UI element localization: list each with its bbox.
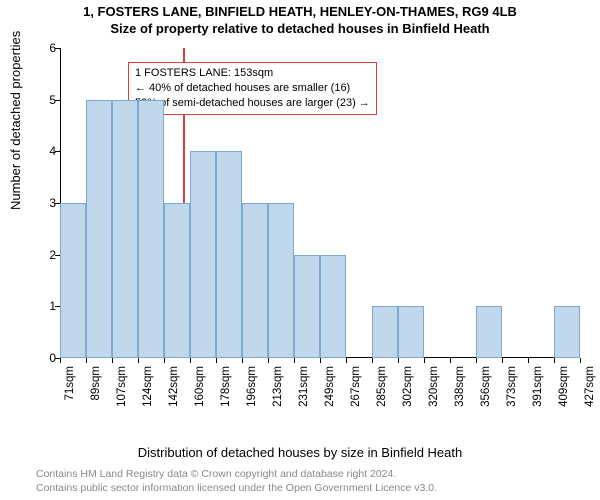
x-tick-label: 196sqm (246, 366, 258, 416)
x-tick-mark (554, 358, 555, 363)
plot-area: 1 FOSTERS LANE: 153sqm ← 40% of detached… (60, 48, 580, 358)
x-tick-mark (320, 358, 321, 363)
x-tick-mark (502, 358, 503, 363)
y-tick-mark (55, 203, 60, 204)
x-tick-mark (268, 358, 269, 363)
x-tick-mark (424, 358, 425, 363)
histogram-bar (476, 306, 501, 358)
annotation-line: ← 40% of detached houses are smaller (16… (135, 81, 370, 96)
attribution-block: Contains HM Land Registry data © Crown c… (36, 467, 437, 496)
x-tick-label: 427sqm (584, 366, 596, 416)
y-axis-label: Number of detached properties (8, 31, 23, 210)
histogram-bar (554, 306, 579, 358)
property-size-chart: 1, FOSTERS LANE, BINFIELD HEATH, HENLEY-… (0, 0, 600, 500)
x-tick-mark (580, 358, 581, 363)
y-tick-mark (55, 306, 60, 307)
x-tick-mark (294, 358, 295, 363)
histogram-bar (164, 203, 189, 358)
histogram-bar (294, 255, 319, 358)
x-tick-label: 356sqm (480, 366, 492, 416)
x-tick-mark (164, 358, 165, 363)
histogram-bar (112, 100, 137, 358)
attribution-line: Contains public sector information licen… (36, 481, 437, 496)
x-tick-label: 267sqm (350, 366, 362, 416)
x-tick-label: 124sqm (142, 366, 154, 416)
annotation-line: 58% of semi-detached houses are larger (… (135, 96, 370, 111)
annotation-box: 1 FOSTERS LANE: 153sqm ← 40% of detached… (128, 62, 377, 115)
histogram-bar (242, 203, 267, 358)
histogram-bar (138, 100, 163, 358)
histogram-bar (86, 100, 111, 358)
x-tick-label: 231sqm (298, 366, 310, 416)
x-tick-mark (450, 358, 451, 363)
attribution-line: Contains HM Land Registry data © Crown c… (36, 467, 437, 482)
histogram-bar (372, 306, 397, 358)
chart-title-block: 1, FOSTERS LANE, BINFIELD HEATH, HENLEY-… (0, 4, 600, 38)
x-tick-label: 71sqm (64, 366, 76, 416)
x-tick-label: 338sqm (454, 366, 466, 416)
x-tick-label: 160sqm (194, 366, 206, 416)
x-tick-label: 285sqm (376, 366, 388, 416)
x-axis-label: Distribution of detached houses by size … (0, 445, 600, 460)
histogram-bar (60, 203, 85, 358)
x-tick-mark (190, 358, 191, 363)
x-tick-mark (86, 358, 87, 363)
x-tick-label: 391sqm (532, 366, 544, 416)
histogram-bar (268, 203, 293, 358)
x-tick-label: 142sqm (168, 366, 180, 416)
x-tick-mark (476, 358, 477, 363)
histogram-bar (320, 255, 345, 358)
y-tick-mark (55, 151, 60, 152)
x-tick-label: 373sqm (506, 366, 518, 416)
x-tick-mark (216, 358, 217, 363)
x-tick-label: 89sqm (90, 366, 102, 416)
x-tick-label: 213sqm (272, 366, 284, 416)
x-tick-mark (138, 358, 139, 363)
annotation-line: 1 FOSTERS LANE: 153sqm (135, 66, 370, 81)
x-tick-mark (372, 358, 373, 363)
x-tick-label: 178sqm (220, 366, 232, 416)
x-tick-label: 249sqm (324, 366, 336, 416)
x-tick-label: 107sqm (116, 366, 128, 416)
x-tick-mark (112, 358, 113, 363)
x-tick-mark (60, 358, 61, 363)
histogram-bar (190, 151, 215, 358)
x-tick-label: 302sqm (402, 366, 414, 416)
x-tick-label: 409sqm (558, 366, 570, 416)
y-tick-mark (55, 48, 60, 49)
x-tick-mark (242, 358, 243, 363)
x-tick-mark (398, 358, 399, 363)
chart-title-line1: 1, FOSTERS LANE, BINFIELD HEATH, HENLEY-… (0, 4, 600, 21)
y-tick-mark (55, 255, 60, 256)
x-tick-mark (346, 358, 347, 363)
x-tick-label: 320sqm (428, 366, 440, 416)
chart-title-line2: Size of property relative to detached ho… (0, 21, 600, 38)
histogram-bar (398, 306, 423, 358)
x-tick-mark (528, 358, 529, 363)
y-tick-mark (55, 100, 60, 101)
histogram-bar (216, 151, 241, 358)
